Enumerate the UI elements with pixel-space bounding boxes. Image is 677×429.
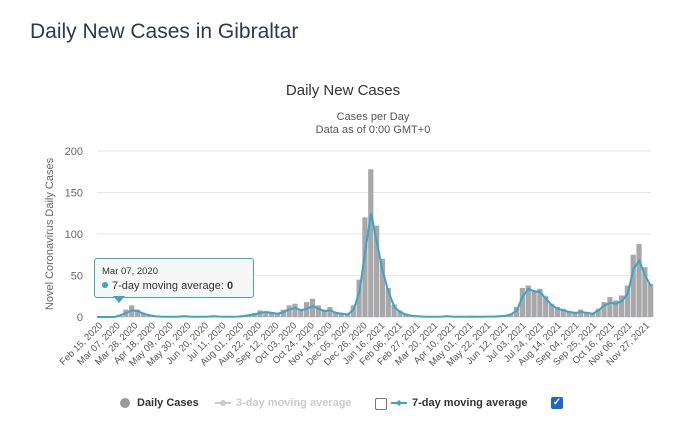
daily-cases-bar [513, 307, 520, 317]
daily-cases-bar [630, 254, 636, 317]
daily-cases-bar [333, 312, 339, 317]
daily-cases-bar [560, 308, 566, 317]
daily-cases-bar [624, 285, 630, 317]
daily-cases-bar [613, 300, 619, 317]
tooltip-value: 0 [226, 280, 234, 292]
seven-day-average-line [97, 213, 652, 318]
daily-cases-bar [379, 258, 386, 317]
daily-cases-bar [648, 283, 654, 317]
seven-day-checkbox-checked[interactable]: ✓ [551, 397, 563, 409]
y-tick-label: 50 [71, 271, 83, 283]
y-tick-label: 200 [65, 146, 83, 158]
seven-day-legend-line-icon [391, 400, 407, 406]
tooltip-label: 7-day moving average: [112, 280, 227, 292]
daily-cases-bar [321, 309, 327, 317]
daily-cases-bar [350, 305, 356, 317]
tooltip-date: Mar 07, 2020 [102, 266, 158, 277]
daily-cases-bar [140, 312, 146, 317]
tooltip-arrow-icon [113, 296, 125, 303]
daily-cases-bar [525, 285, 531, 317]
daily-cases-bar [368, 169, 374, 317]
daily-cases-bar [391, 304, 397, 317]
daily-cases-bar [274, 312, 281, 317]
daily-cases-legend-dot-icon [120, 398, 130, 408]
chart-subtitle-2: Data as of 0:00 GMT+0 [316, 124, 431, 136]
daily-cases-bar [309, 298, 316, 317]
daily-cases-bar [566, 311, 572, 317]
y-tick-label: 150 [65, 188, 83, 200]
daily-cases-bar [636, 243, 642, 317]
daily-cases-bar [280, 309, 286, 317]
daily-cases-bar [356, 279, 362, 317]
daily-cases-bar [548, 303, 555, 317]
legend-item-three-day-average[interactable]: 3-day moving average [236, 397, 352, 409]
chart-subtitle-1: Cases per Day [337, 111, 410, 123]
legend-item-daily-cases[interactable]: Daily Cases [137, 397, 199, 409]
daily-cases-bar [572, 312, 578, 317]
daily-cases-bar [618, 295, 625, 317]
y-axis-label: Novel Coronavirus Daily Cases [44, 157, 56, 310]
three-day-legend-line-icon [215, 400, 231, 406]
daily-cases-bar [519, 287, 526, 317]
daily-cases-bar [554, 307, 561, 317]
daily-cases-bar [537, 288, 543, 317]
daily-cases-bar [531, 290, 537, 317]
daily-cases-bar [269, 312, 275, 317]
three-day-checkbox[interactable] [375, 398, 387, 410]
daily-cases-bar [583, 312, 590, 317]
daily-cases-bar [263, 311, 269, 317]
series-dot-icon [102, 282, 108, 288]
daily-cases-bar [595, 308, 601, 317]
daily-cases-bar [298, 308, 304, 317]
daily-cases-bar [339, 312, 345, 317]
daily-cases-bar [578, 309, 584, 317]
daily-cases-bar [397, 310, 403, 317]
daily-cases-bar [286, 305, 292, 317]
daily-cases-bar [642, 267, 648, 317]
daily-cases-bar [292, 303, 298, 317]
daily-cases-bar [589, 312, 595, 317]
tooltip: Mar 07, 2020 7-day moving average: 0 [94, 258, 254, 298]
legend-item-seven-day-average[interactable]: 7-day moving average [412, 397, 528, 409]
daily-cases-bar [607, 297, 613, 317]
chart-title: Daily New Cases [286, 82, 400, 99]
daily-cases-bar [134, 309, 141, 317]
daily-cases-bar [315, 305, 321, 317]
daily-cases-bar [543, 296, 549, 317]
daily-cases-bar [374, 225, 380, 317]
daily-cases-bar [327, 307, 333, 317]
page-title: Daily New Cases in Gibraltar [30, 20, 299, 43]
daily-cases-bar [601, 302, 607, 317]
daily-cases-bar [385, 287, 391, 317]
y-tick-label: 0 [77, 312, 83, 324]
daily-cases-bar [362, 217, 368, 317]
y-tick-label: 100 [65, 229, 83, 241]
chart-legend: Daily Cases 3-day moving average 7-day m… [0, 397, 677, 413]
